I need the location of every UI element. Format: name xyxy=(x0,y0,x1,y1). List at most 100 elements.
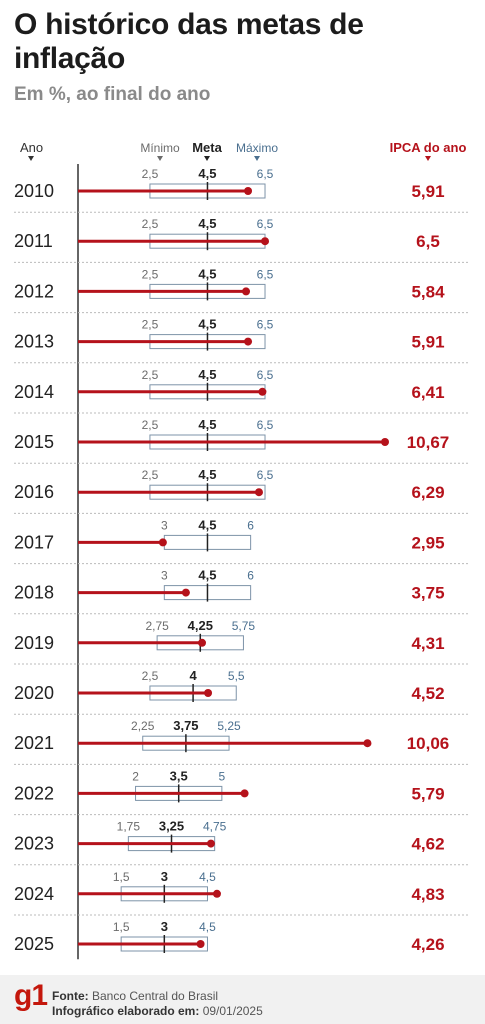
year-label: 2025 xyxy=(14,934,54,954)
ipca-value: 4,26 xyxy=(411,935,444,954)
chart-subtitle: Em %, ao final do ano xyxy=(14,84,211,105)
year-label: 2015 xyxy=(14,432,54,452)
max-label: 4,75 xyxy=(203,820,227,834)
max-label: 6 xyxy=(247,569,254,583)
target-label: 3,25 xyxy=(159,819,184,834)
header-max-arrow xyxy=(254,156,260,161)
ipca-value: 10,67 xyxy=(407,433,450,452)
year-label: 2022 xyxy=(14,783,54,803)
year-label: 2020 xyxy=(14,683,54,703)
source-value: Banco Central do Brasil xyxy=(92,989,219,1003)
ipca-value: 6,29 xyxy=(411,483,444,502)
year-label: 2023 xyxy=(14,834,54,854)
g1-logo[interactable]: g1 xyxy=(14,979,48,1012)
target-label: 4,5 xyxy=(198,467,216,482)
year-label: 2010 xyxy=(14,181,54,201)
min-label: 2,25 xyxy=(131,719,155,733)
ipca-dot xyxy=(206,839,215,848)
year-label: 2024 xyxy=(14,884,54,904)
min-label: 2,5 xyxy=(142,368,159,382)
made-label: Infográfico elaborado em: xyxy=(52,1004,200,1018)
header-min: Mínimo xyxy=(140,141,180,155)
ipca-value: 4,62 xyxy=(411,835,444,854)
year-label: 2012 xyxy=(14,281,54,301)
header-max: Máximo xyxy=(236,141,278,155)
target-label: 3 xyxy=(161,869,168,884)
header-target-arrow xyxy=(204,156,210,161)
target-label: 4,5 xyxy=(198,568,216,583)
min-label: 2,5 xyxy=(142,468,159,482)
min-label: 2,5 xyxy=(142,418,159,432)
ipca-dot xyxy=(240,789,249,798)
year-label: 2019 xyxy=(14,633,54,653)
max-label: 4,5 xyxy=(199,920,216,934)
max-label: 4,5 xyxy=(199,870,216,884)
year-label: 2021 xyxy=(14,733,54,753)
year-label: 2011 xyxy=(14,231,53,251)
target-label: 4,5 xyxy=(198,317,216,332)
max-label: 5,75 xyxy=(232,619,256,633)
min-label: 1,5 xyxy=(113,870,130,884)
max-label: 6,5 xyxy=(257,368,274,382)
target-label: 3 xyxy=(161,919,168,934)
ipca-dot xyxy=(261,237,270,246)
min-label: 3 xyxy=(161,569,168,583)
max-label: 6,5 xyxy=(257,468,274,482)
target-label: 3,75 xyxy=(173,718,198,733)
min-label: 2,5 xyxy=(142,167,159,181)
target-label: 4,5 xyxy=(198,216,216,231)
ipca-value: 5,84 xyxy=(411,282,445,301)
min-label: 2,5 xyxy=(142,669,159,683)
chart-title: O histórico das metas de inflação xyxy=(14,8,364,75)
max-label: 6,5 xyxy=(257,217,274,231)
ipca-value: 5,91 xyxy=(411,182,444,201)
ipca-dot xyxy=(198,638,207,647)
year-label: 2016 xyxy=(14,482,54,502)
ipca-dot xyxy=(244,337,253,346)
source-line: Fonte: Banco Central do Brasil xyxy=(52,989,218,1003)
target-label: 4,5 xyxy=(198,166,216,181)
header-ipca-arrow xyxy=(425,156,431,161)
min-label: 2,5 xyxy=(142,318,159,332)
ipca-dot xyxy=(363,739,372,748)
ipca-dot xyxy=(196,940,205,948)
year-label: 2014 xyxy=(14,382,54,402)
min-label: 2,5 xyxy=(142,267,159,281)
ipca-value: 10,06 xyxy=(407,734,450,753)
target-label: 4,5 xyxy=(198,367,216,382)
year-label: 2013 xyxy=(14,332,54,352)
header-year-arrow xyxy=(28,156,34,161)
year-label: 2018 xyxy=(14,583,54,603)
max-label: 6 xyxy=(247,518,254,532)
max-label: 5,25 xyxy=(217,719,241,733)
max-label: 6,5 xyxy=(257,167,274,181)
ipca-dot xyxy=(242,287,251,296)
max-label: 5,5 xyxy=(228,669,245,683)
ipca-dot xyxy=(158,538,167,547)
target-label: 4,5 xyxy=(198,417,216,432)
ipca-dot xyxy=(254,488,263,497)
target-label: 4,25 xyxy=(188,618,213,633)
footer: g1 Fonte: Banco Central do Brasil Infogr… xyxy=(0,975,485,1024)
header-ipca: IPCA do ano xyxy=(390,140,467,155)
ipca-dot xyxy=(244,187,253,195)
max-label: 6,5 xyxy=(257,267,274,281)
min-label: 2 xyxy=(132,769,139,783)
header-target: Meta xyxy=(192,140,222,155)
ipca-value: 5,91 xyxy=(411,333,444,352)
min-label: 2,75 xyxy=(145,619,169,633)
source-label: Fonte: xyxy=(52,989,89,1003)
ipca-value: 3,75 xyxy=(411,584,444,603)
header-year: Ano xyxy=(20,140,43,155)
year-label: 2017 xyxy=(14,532,54,552)
ipca-value: 4,83 xyxy=(411,885,444,904)
min-label: 3 xyxy=(161,518,168,532)
ipca-dot xyxy=(258,387,267,396)
ipca-value: 4,52 xyxy=(411,684,444,703)
max-label: 5 xyxy=(219,769,226,783)
target-label: 4 xyxy=(189,668,197,683)
ipca-dot xyxy=(204,689,213,697)
min-label: 1,5 xyxy=(113,920,130,934)
target-label: 3,5 xyxy=(170,768,188,783)
made-value: 09/01/2025 xyxy=(202,1004,263,1018)
